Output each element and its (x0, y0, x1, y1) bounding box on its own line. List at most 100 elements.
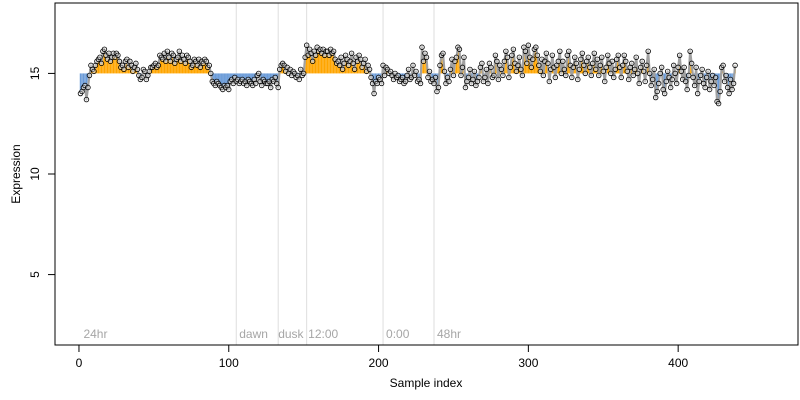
annotation-label: dusk (278, 327, 304, 341)
data-point (657, 70, 663, 77)
data-point (491, 72, 497, 79)
data-point (509, 52, 515, 59)
data-point (507, 64, 514, 71)
data-point (593, 66, 599, 73)
data-point (459, 64, 466, 71)
data-point (573, 60, 579, 67)
data-point (450, 72, 457, 79)
data-point (405, 66, 412, 73)
data-point (588, 72, 594, 79)
data-point (208, 70, 214, 77)
data-point (164, 48, 171, 54)
data-point (673, 80, 680, 87)
data-point (368, 74, 374, 81)
data-point (374, 80, 380, 87)
data-point (402, 78, 409, 85)
data-point (519, 72, 526, 79)
data-point (510, 46, 517, 52)
data-point (417, 80, 424, 87)
data-point (176, 48, 183, 54)
data-point (536, 62, 542, 69)
data-point (303, 42, 310, 48)
data-point (642, 78, 648, 85)
data-point (504, 54, 511, 61)
data-point (494, 58, 500, 65)
data-point (658, 64, 665, 71)
data-point (101, 46, 108, 52)
data-point (708, 78, 714, 85)
series-line (79, 44, 737, 105)
data-point (410, 62, 416, 69)
data-point (513, 68, 520, 75)
data-point (715, 100, 722, 107)
data-point (615, 52, 621, 59)
data-point (253, 80, 259, 87)
data-point (639, 58, 645, 65)
data-point (488, 64, 494, 71)
data-point (425, 74, 431, 81)
data-point (576, 66, 582, 73)
data-point (661, 90, 668, 97)
data-point (696, 78, 702, 85)
data-point (447, 66, 454, 73)
data-point (413, 68, 419, 75)
data-point (339, 66, 346, 73)
data-point (470, 76, 476, 83)
data-point (175, 54, 181, 61)
data-point (557, 48, 563, 54)
data-point (546, 78, 553, 85)
data-point (694, 90, 701, 97)
data-point (259, 82, 265, 89)
data-point (133, 60, 139, 67)
data-point (341, 60, 347, 67)
data-point (563, 72, 569, 79)
data-point (717, 88, 723, 95)
data-point (503, 48, 509, 54)
data-point (522, 48, 529, 54)
data-point (465, 74, 472, 81)
data-point (351, 66, 358, 73)
data-point (530, 56, 536, 63)
data-point (570, 64, 577, 71)
data-point (549, 52, 556, 59)
data-point (167, 58, 174, 65)
data-point (86, 72, 93, 79)
data-point (572, 54, 578, 61)
data-point (543, 50, 550, 56)
data-point (336, 62, 343, 69)
data-point (646, 70, 653, 77)
data-point (506, 74, 512, 81)
data-point (163, 58, 169, 65)
data-point (115, 52, 121, 59)
data-point (569, 74, 575, 81)
data-point (705, 68, 711, 75)
x-tick-label: 300 (518, 356, 538, 370)
annotation-label: 12:00 (308, 327, 338, 341)
series-line-path (79, 44, 737, 105)
data-point (644, 62, 650, 69)
data-point (366, 66, 373, 73)
data-point (524, 60, 530, 67)
data-point (423, 54, 430, 61)
data-point (670, 62, 677, 69)
data-point (703, 74, 710, 81)
data-point (594, 56, 600, 63)
data-point (420, 58, 427, 65)
data-point (297, 66, 304, 73)
x-tick-label: 400 (668, 356, 688, 370)
data-point (483, 66, 490, 73)
data-point (605, 52, 611, 59)
data-point (516, 54, 523, 61)
y-tick-label: 10 (28, 167, 42, 181)
annotation-label: 24hr (83, 327, 107, 341)
data-point (501, 58, 508, 65)
data-point (597, 62, 603, 69)
data-point (706, 86, 713, 93)
data-point (116, 58, 123, 65)
data-point (545, 60, 551, 67)
data-point (590, 60, 596, 67)
data-point (518, 66, 524, 73)
data-point (697, 72, 704, 79)
data-points (77, 42, 738, 107)
